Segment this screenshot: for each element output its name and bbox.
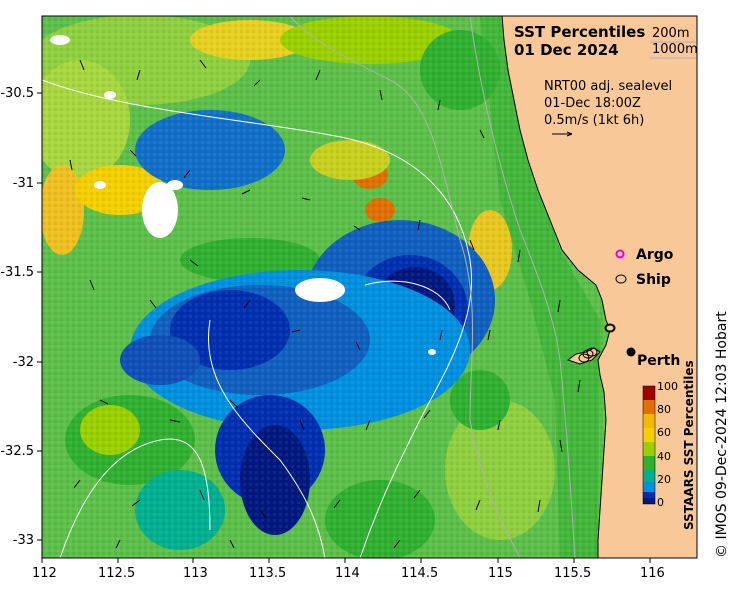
lon-tick-114-5: 114.5 [401, 566, 439, 581]
colorbar-tick-60: 60 [657, 426, 671, 439]
colorbar-title: SSTAARS SST Percentiles [682, 360, 696, 530]
ship-label: Ship [636, 272, 671, 288]
lat-tick-31: -31 [12, 176, 34, 191]
lat-tick-32-5: -32.5 [0, 444, 34, 459]
perth-marker [626, 347, 636, 357]
lon-tick-112-5: 112.5 [98, 566, 136, 581]
lat-tick-32: -32 [12, 355, 34, 370]
lon-tick-114: 114 [335, 566, 360, 581]
colorbar-tick-40: 40 [657, 450, 671, 463]
lon-tick-112: 112 [32, 566, 57, 581]
current-scale: 0.5m/s (1kt 6h) [544, 113, 645, 128]
lon-tick-115: 115 [488, 566, 513, 581]
perth-label: Perth [637, 353, 681, 369]
argo-marker [615, 249, 625, 259]
lon-tick-113: 113 [183, 566, 208, 581]
colorbar [642, 385, 656, 505]
contour-200m-label: 200m [652, 26, 690, 41]
colorbar-tick-100: 100 [657, 380, 678, 393]
lat-tick-30-5: -30.5 [0, 86, 34, 101]
colorbar-tick-0: 0 [657, 496, 664, 509]
plot-frame [41, 15, 698, 559]
lat-tick-31-5: -31.5 [0, 265, 34, 280]
map-date: 01 Dec 2024 [514, 41, 619, 59]
ship-marker [615, 274, 627, 284]
lon-tick-115-5: 115.5 [554, 566, 592, 581]
current-source: NRT00 adj. sealevel [544, 79, 673, 94]
lon-tick-116: 116 [640, 566, 665, 581]
map-title: SST Percentiles [514, 23, 646, 41]
lon-tick-113-5: 113.5 [249, 566, 287, 581]
current-time: 01-Dec 18:00Z [544, 96, 641, 111]
ship-tracks [578, 323, 616, 363]
argo-label: Argo [636, 247, 674, 263]
contour-1000m-label: 1000m [652, 42, 698, 57]
colorbar-tick-80: 80 [657, 403, 671, 416]
lat-tick-33: -33 [12, 533, 34, 548]
colorbar-tick-20: 20 [657, 473, 671, 486]
current-scale-arrow [552, 131, 573, 137]
credit-text: © IMOS 09-Dec-2024 12:03 Hobart [714, 311, 730, 558]
